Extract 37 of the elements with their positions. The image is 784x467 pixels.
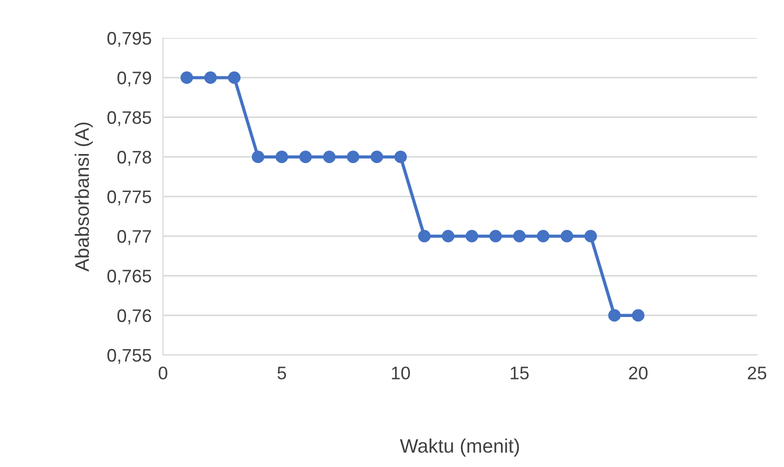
point	[442, 230, 454, 242]
y-tick-label: 0,755	[107, 348, 152, 364]
point	[228, 71, 241, 84]
point	[276, 150, 288, 164]
point	[466, 230, 478, 242]
x-tick-label: 25	[748, 366, 766, 380]
point	[204, 71, 217, 84]
y-tick-label: 0,765	[107, 270, 152, 285]
x-tick-label: 10	[392, 366, 410, 380]
y-tick-label: 0,78	[117, 150, 152, 166]
point	[252, 150, 264, 164]
point	[560, 230, 574, 242]
y-tick-label: 0,785	[107, 111, 152, 126]
x-tick-label: 0	[158, 366, 168, 380]
point	[584, 230, 597, 242]
x-tick-label: 20	[629, 366, 648, 380]
point	[536, 230, 550, 242]
y-tick-label: 0,795	[107, 32, 152, 47]
point	[513, 230, 526, 242]
point	[180, 71, 194, 84]
x-tick-label: 5	[278, 366, 286, 380]
point	[323, 150, 336, 164]
y-tick-label: 0,76	[117, 309, 152, 324]
y-tick-label: 0,79	[117, 72, 152, 86]
point	[632, 309, 644, 322]
point	[299, 150, 312, 164]
x-axis-title: Waktu (menit)	[400, 438, 519, 457]
y-axis-title: Ababsorbansi (A)	[74, 122, 93, 272]
point	[489, 230, 502, 242]
point	[608, 309, 621, 322]
point	[394, 150, 407, 164]
point	[418, 230, 431, 242]
y-tick-label: 0,77	[117, 230, 151, 245]
x-tick-label: 15	[510, 366, 529, 380]
point	[346, 150, 360, 164]
y-tick-label: 0,775	[107, 190, 152, 206]
point	[370, 150, 384, 164]
